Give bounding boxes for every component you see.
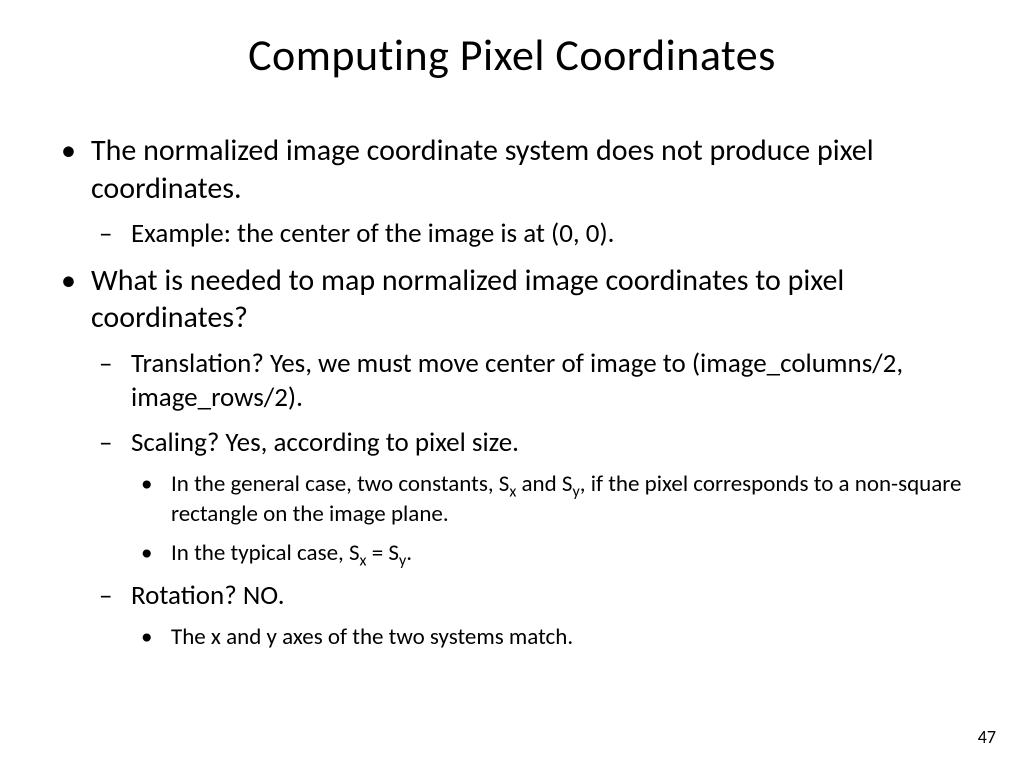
subscript: y	[573, 483, 580, 502]
bullet-text: The x and y axes of the two systems matc…	[171, 623, 573, 651]
bullet-text: and S	[516, 470, 572, 498]
bullet-item: In the typical case, Sx = Sy.	[131, 539, 969, 568]
bullet-text: Example: the center of the image is at (…	[131, 217, 614, 250]
bullet-text: What is needed to map normalized image c…	[91, 262, 844, 337]
bullet-list-l3: In the general case, two constants, S x a…	[131, 470, 969, 568]
subscript: x	[360, 552, 367, 571]
bullet-text: Translation? Yes, we must move center of…	[131, 347, 903, 415]
bullet-list-l2: Example: the center of the image is at (…	[91, 217, 969, 252]
bullet-text: In the typical case, S	[171, 539, 360, 567]
bullet-text: = S	[367, 539, 399, 567]
bullet-text: In the general case, two constants, S	[171, 470, 509, 498]
bullet-item: Translation? Yes, we must move center of…	[91, 347, 969, 416]
bullet-item: The x and y axes of the two systems matc…	[131, 623, 969, 652]
bullet-item: Rotation? NO. The x and y axes of the tw…	[91, 579, 969, 653]
bullet-item: In the general case, two constants, Sx a…	[131, 470, 969, 529]
bullet-list-l1: The normalized image coordinate system d…	[55, 132, 969, 652]
bullet-text: Rotation? NO.	[131, 579, 285, 612]
bullet-list-l2: Translation? Yes, we must move center of…	[91, 347, 969, 653]
bullet-item: Scaling? Yes, according to pixel size. I…	[91, 426, 969, 569]
slide-title: Computing Pixel Coordinates	[55, 28, 969, 82]
bullet-text: .	[406, 539, 412, 567]
page-number: 47	[978, 726, 996, 748]
bullet-item: The normalized image coordinate system d…	[55, 132, 969, 252]
bullet-list-l3: The x and y axes of the two systems matc…	[131, 623, 969, 652]
bullet-text: The normalized image coordinate system d…	[91, 132, 874, 207]
bullet-item: What is needed to map normalized image c…	[55, 262, 969, 653]
bullet-text: Scaling? Yes, according to pixel size.	[131, 426, 519, 459]
slide-container: Computing Pixel Coordinates The normaliz…	[0, 0, 1024, 768]
bullet-item: Example: the center of the image is at (…	[91, 217, 969, 252]
